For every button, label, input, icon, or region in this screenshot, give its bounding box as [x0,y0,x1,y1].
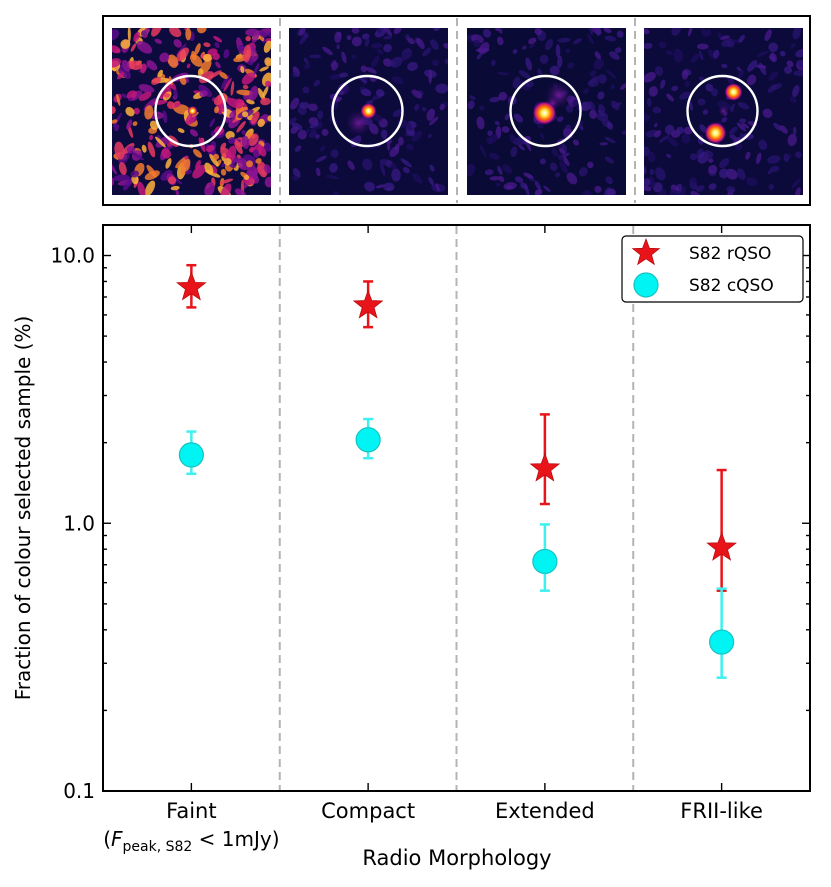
legend-label: S82 rQSO [689,244,771,264]
point-cqso [532,548,558,575]
point-rqso [706,531,737,561]
aperture-circle [331,74,404,148]
thumbnail-compact [289,28,448,195]
x-tick-sublabel: (Fpeak, S82 < 1mJy) [103,827,279,855]
thumbnail-frii-like [644,28,803,195]
x-tick-label: FRII-like [680,799,763,823]
plot-area: 0.1 1.0 10.0 Faint Compact Extended FRII-like… [50,224,811,855]
legend-marker-rqso [631,237,661,266]
point-rqso [352,289,384,319]
x-tick-label: Faint [166,799,216,823]
thumbnail-faint [112,28,271,195]
y-tick-label: 10.0 [50,244,95,268]
legend-marker-cqso [633,272,659,298]
aperture-circle [686,74,759,148]
x-axis: Faint Compact Extended FRII-like (Fpeak, S82… [103,225,763,855]
point-rqso [529,452,561,482]
y-axis-label: Fraction of colour selected sample (%) [11,316,35,701]
x-tick-label: Extended [495,799,595,823]
point-cqso [709,629,735,655]
aperture-circle [154,74,227,148]
x-axis-label: Radio Morphology [362,846,551,870]
y-tick-label: 1.0 [63,511,95,535]
thumbnail-panel [102,15,811,206]
point-rqso [176,271,207,301]
y-tick-label: 0.1 [63,779,95,803]
thumbnail-extended [467,28,626,195]
legend-box [621,235,804,303]
point-cqso [355,427,381,453]
y-axis: 0.1 1.0 10.0 [50,244,810,803]
legend-label: S82 cQSO [689,276,774,296]
aperture-circle [509,74,582,148]
point-cqso [178,442,204,468]
x-tick-label: Compact [321,799,415,823]
legend: S82 rQSO S82 cQSO [621,235,804,303]
data-markers [176,271,737,655]
category-dividers [278,226,635,790]
